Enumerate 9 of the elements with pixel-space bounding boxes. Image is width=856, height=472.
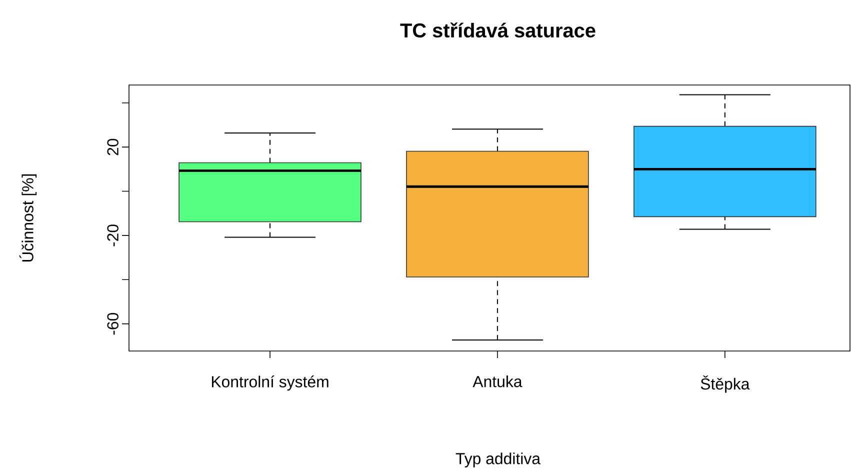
y-tick-label: 20	[107, 138, 118, 156]
x-tick-label: Kontrolní systém	[212, 376, 328, 391]
x-tick-label: Štěpka	[700, 376, 750, 393]
y-tick-label: -20	[107, 224, 118, 246]
y-tick-label: -60	[107, 312, 118, 335]
x-axis-title: Typ additiva	[456, 452, 541, 468]
chart-title: TC střídavá saturace	[400, 22, 596, 38]
y-axis-title: Účinnost [%]	[19, 174, 37, 262]
x-tick-label: Antuka	[472, 376, 522, 388]
